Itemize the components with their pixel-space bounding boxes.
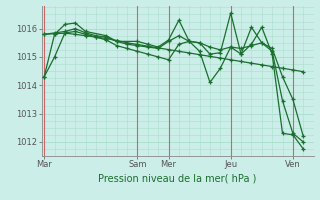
X-axis label: Pression niveau de la mer( hPa ): Pression niveau de la mer( hPa ) — [99, 173, 257, 183]
